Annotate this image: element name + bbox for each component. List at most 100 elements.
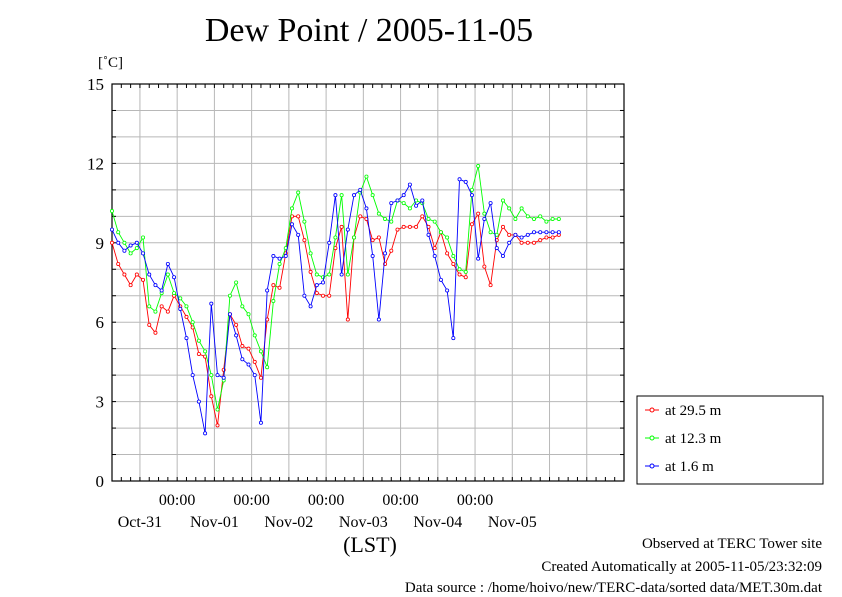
data-point — [544, 219, 549, 224]
data-point — [339, 272, 344, 277]
data-point — [532, 230, 537, 235]
data-point — [407, 182, 412, 187]
data-point — [333, 193, 338, 198]
data-point — [215, 423, 220, 428]
data-point — [476, 164, 481, 169]
data-point — [550, 235, 555, 240]
data-point — [414, 203, 419, 208]
legend-entry: at 12.3 m — [665, 431, 722, 447]
x-axis-label: (LST) — [343, 532, 397, 557]
x-tick-label: 00:00 — [308, 492, 344, 509]
data-point — [227, 312, 232, 317]
data-point — [327, 293, 332, 298]
data-point — [147, 322, 152, 327]
data-point — [457, 267, 462, 272]
data-point — [420, 198, 425, 203]
data-point — [544, 230, 549, 235]
data-point — [525, 232, 530, 237]
data-point — [438, 277, 443, 282]
data-point — [469, 193, 474, 198]
data-point — [432, 219, 437, 224]
data-point — [302, 238, 307, 243]
data-point — [134, 240, 139, 245]
data-point — [209, 394, 214, 399]
data-point — [550, 230, 555, 235]
data-point — [432, 254, 437, 259]
data-point — [488, 283, 493, 288]
data-point — [476, 211, 481, 216]
data-point — [532, 240, 537, 245]
data-point — [445, 235, 450, 240]
data-point — [395, 198, 400, 203]
data-point — [513, 232, 518, 237]
data-point — [296, 214, 301, 219]
data-point — [507, 240, 512, 245]
footer-created: Created Automatically at 2005-11-05/23:3… — [541, 559, 822, 575]
data-point — [141, 251, 146, 256]
data-point — [451, 336, 456, 341]
data-point — [265, 365, 270, 370]
data-point — [153, 330, 158, 335]
data-point — [196, 399, 201, 404]
data-point — [476, 256, 481, 261]
data-point — [153, 309, 158, 314]
data-point — [364, 174, 369, 179]
data-point — [172, 291, 177, 296]
legend-box — [636, 395, 824, 485]
data-point — [308, 304, 313, 309]
data-point — [376, 235, 381, 240]
data-point — [445, 251, 450, 256]
data-point — [438, 230, 443, 235]
data-point — [110, 209, 115, 214]
data-point — [352, 235, 357, 240]
data-point — [116, 261, 121, 266]
data-point — [550, 216, 555, 221]
data-point — [370, 238, 375, 243]
data-point — [345, 227, 350, 232]
y-tick-label: 0 — [96, 472, 105, 491]
data-point — [215, 373, 220, 378]
data-point — [302, 293, 307, 298]
data-point — [327, 272, 332, 277]
data-point — [258, 420, 263, 425]
data-point — [184, 304, 189, 309]
data-point — [296, 190, 301, 195]
data-point — [519, 240, 524, 245]
data-point — [308, 269, 313, 274]
data-point — [389, 219, 394, 224]
data-point — [203, 349, 208, 354]
data-point — [414, 224, 419, 229]
x-date-label: Nov-02 — [264, 514, 313, 531]
data-point — [141, 235, 146, 240]
data-point — [277, 256, 282, 261]
data-point — [203, 431, 208, 436]
data-point — [525, 214, 530, 219]
data-point — [190, 320, 195, 325]
data-point — [358, 187, 363, 192]
data-point — [321, 293, 326, 298]
data-point — [122, 272, 127, 277]
data-point — [544, 235, 549, 240]
y-tick-label: 12 — [87, 154, 104, 173]
y-tick-label: 3 — [96, 393, 105, 412]
data-point — [451, 254, 456, 259]
data-point — [116, 240, 121, 245]
data-point — [321, 280, 326, 285]
data-point — [538, 238, 543, 243]
data-point — [258, 375, 263, 380]
data-point — [153, 283, 158, 288]
data-point — [482, 216, 487, 221]
data-point — [532, 216, 537, 221]
legend-entry: at 29.5 m — [665, 403, 722, 419]
data-point — [159, 288, 164, 293]
data-point — [482, 264, 487, 269]
data-point — [209, 373, 214, 378]
data-point — [147, 304, 152, 309]
data-point — [333, 246, 338, 251]
data-point — [401, 224, 406, 229]
data-point — [308, 251, 313, 256]
data-point — [463, 179, 468, 184]
data-point — [277, 285, 282, 290]
y-tick-label: 9 — [96, 234, 105, 253]
data-point — [426, 232, 431, 237]
